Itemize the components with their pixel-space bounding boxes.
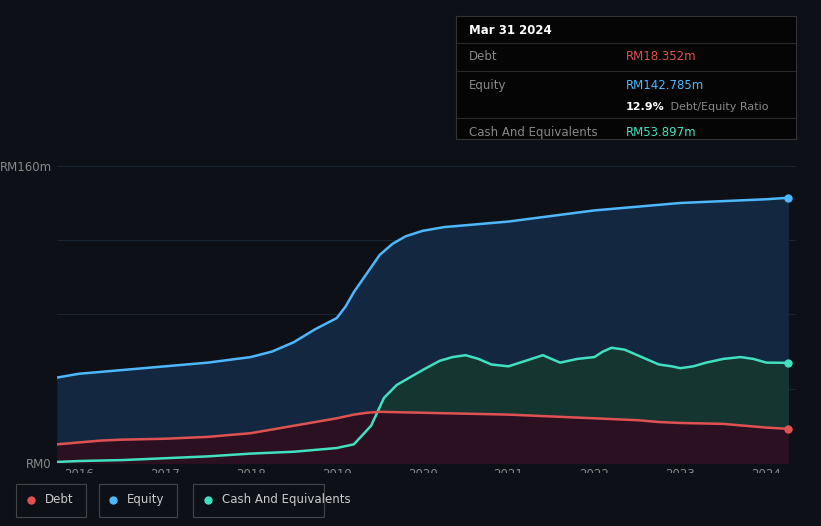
Text: Equity: Equity <box>470 79 507 92</box>
Text: Cash And Equivalents: Cash And Equivalents <box>470 126 598 139</box>
Text: RM18.352m: RM18.352m <box>626 50 697 64</box>
Text: Debt/Equity Ratio: Debt/Equity Ratio <box>667 102 768 113</box>
Text: Debt: Debt <box>45 493 74 506</box>
Text: Cash And Equivalents: Cash And Equivalents <box>222 493 351 506</box>
Text: RM142.785m: RM142.785m <box>626 79 704 92</box>
Text: 12.9%: 12.9% <box>626 102 665 113</box>
Text: RM53.897m: RM53.897m <box>626 126 697 139</box>
Text: Equity: Equity <box>127 493 165 506</box>
Text: Mar 31 2024: Mar 31 2024 <box>470 24 552 37</box>
Text: Debt: Debt <box>470 50 498 64</box>
